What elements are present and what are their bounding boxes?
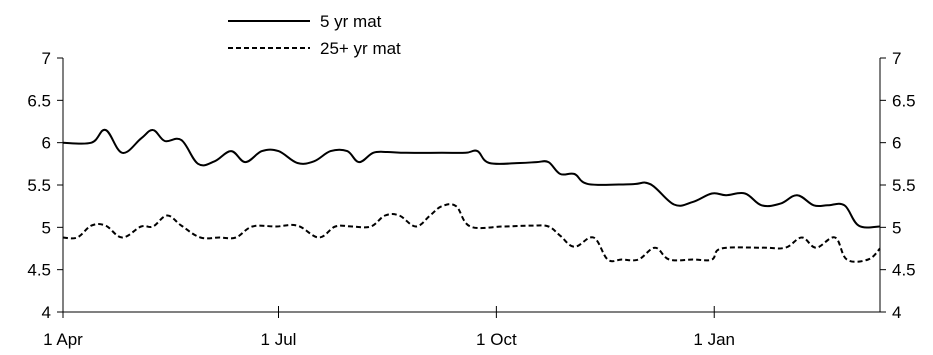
- legend-label-25yr: 25+ yr mat: [320, 39, 401, 58]
- x-tick-label: 1 Oct: [476, 330, 517, 349]
- x-tick-label: 1 Jul: [261, 330, 297, 349]
- y-tick-label-left: 7: [42, 49, 51, 68]
- y-tick-label-right: 7: [892, 49, 901, 68]
- y-tick-label-left: 4.5: [27, 261, 51, 280]
- series-line-5yr: [62, 128, 881, 229]
- y-tick-label-left: 5.5: [27, 176, 51, 195]
- y-tick-label-right: 4: [892, 303, 901, 322]
- x-tick-label: 1 Apr: [43, 330, 83, 349]
- y-ticks: 4 4 4.5 4.5 5 5 5.5 5.5 6 6 6.5 6.5 7 7: [27, 49, 915, 322]
- y-tick-label-right: 4.5: [892, 261, 916, 280]
- x-tick-label: 1 Jan: [693, 330, 735, 349]
- legend-label-5yr: 5 yr mat: [320, 12, 382, 31]
- y-tick-label-right: 5.5: [892, 176, 916, 195]
- y-tick-label-left: 6.5: [27, 91, 51, 110]
- y-tick-label-left: 5: [42, 218, 51, 237]
- x-ticks: 1 Apr 1 Jul 1 Oct 1 Jan: [43, 306, 735, 349]
- axes: [62, 58, 881, 313]
- y-tick-label-right: 6.5: [892, 91, 916, 110]
- series-lines: [62, 128, 881, 263]
- y-tick-label-left: 4: [42, 303, 51, 322]
- series-line-25yr: [62, 203, 881, 263]
- y-tick-label-left: 6: [42, 134, 51, 153]
- y-tick-label-right: 6: [892, 134, 901, 153]
- y-tick-label-right: 5: [892, 218, 901, 237]
- legend: 5 yr mat 25+ yr mat: [228, 12, 401, 58]
